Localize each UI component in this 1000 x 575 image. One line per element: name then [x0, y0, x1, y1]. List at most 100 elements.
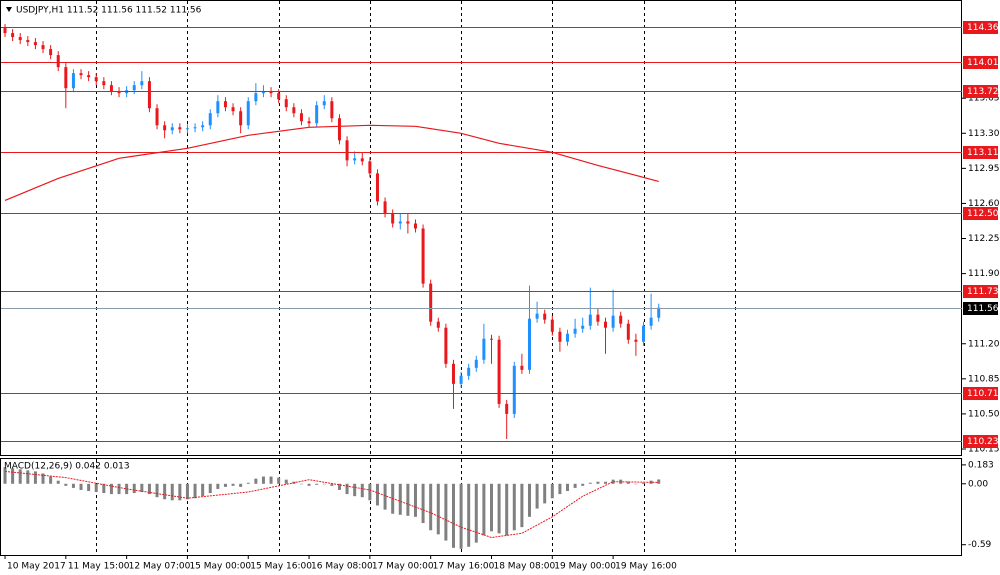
- macd-bar: [558, 483, 562, 495]
- x-tick-label: 16 May 08:00: [311, 562, 373, 572]
- candle-body: [566, 333, 570, 342]
- x-tick-label: 17 May 16:00: [433, 562, 495, 572]
- candle-body: [337, 118, 341, 141]
- candle-body: [444, 327, 448, 364]
- macd-bar: [299, 483, 303, 485]
- macd-bar: [147, 483, 151, 495]
- x-tick-label: 15 May 16:00: [250, 562, 312, 572]
- macd-bar: [315, 483, 319, 485]
- candle-body: [193, 127, 197, 129]
- y-tick-label: 111.20: [968, 339, 1000, 349]
- macd-bar: [18, 469, 22, 484]
- candle-body: [391, 213, 395, 224]
- macd-bar: [512, 483, 516, 531]
- macd-bar: [117, 483, 121, 495]
- candle-body: [201, 125, 205, 128]
- macd-bar: [573, 483, 577, 488]
- last-price-tag: [963, 302, 998, 315]
- macd-bar: [360, 483, 364, 498]
- macd-bar: [596, 481, 600, 484]
- candle-body: [87, 75, 91, 78]
- candle-body: [231, 107, 235, 112]
- macd-bar: [505, 483, 509, 536]
- macd-bar: [201, 483, 205, 497]
- candle-body: [558, 331, 562, 342]
- level-tag: [963, 85, 998, 98]
- macd-bar: [155, 483, 159, 498]
- macd-bar: [132, 483, 136, 494]
- macd-bar: [208, 483, 212, 494]
- y-tick-label: 112.95: [968, 164, 1000, 174]
- candle-body: [94, 77, 98, 82]
- candle-body: [284, 99, 288, 108]
- candle-body: [657, 307, 661, 318]
- macd-bar: [611, 479, 615, 484]
- y-tick-label: -0.59: [968, 540, 992, 550]
- candle-body: [604, 321, 608, 328]
- candle-body: [56, 55, 60, 68]
- macd-bar: [330, 483, 334, 486]
- macd-bar: [375, 483, 379, 506]
- candle-body: [573, 328, 577, 334]
- macd-bar: [79, 483, 83, 490]
- candle-body: [619, 315, 623, 324]
- candle-body: [368, 161, 372, 174]
- chart-title: USDJPY,H1 111.52 111.56 111.52 111.56: [16, 6, 202, 16]
- macd-bar: [56, 480, 60, 484]
- macd-bar: [436, 483, 440, 535]
- candle-body: [543, 313, 547, 320]
- candle-body: [277, 93, 281, 100]
- candle-body: [429, 283, 433, 322]
- macd-bar: [604, 481, 608, 484]
- macd-bar: [566, 483, 570, 492]
- macd-bar: [588, 482, 592, 484]
- macd-bar: [33, 471, 37, 484]
- macd-bar: [102, 483, 106, 494]
- candle-body: [626, 323, 630, 340]
- macd-bar: [398, 483, 402, 515]
- candle-body: [520, 365, 524, 370]
- candle-body: [163, 125, 167, 131]
- candle-body: [383, 201, 387, 214]
- candle-body: [406, 221, 410, 224]
- macd-bar: [520, 483, 524, 528]
- candle-body: [49, 49, 53, 56]
- macd-bar: [178, 483, 182, 501]
- y-tick-label: 111.90: [968, 269, 1000, 279]
- macd-bar: [345, 483, 349, 495]
- candle-body: [588, 314, 592, 326]
- candle-body: [642, 325, 646, 342]
- macd-bar: [550, 483, 554, 499]
- macd-bar: [163, 483, 167, 500]
- candle-body: [611, 315, 615, 328]
- menu-icon[interactable]: [6, 7, 12, 12]
- macd-bar: [49, 476, 53, 484]
- y-tick-label: 112.60: [968, 199, 1000, 209]
- macd-bar: [459, 483, 463, 549]
- level-label: 113.11: [967, 148, 999, 158]
- macd-bar: [254, 478, 258, 484]
- y-tick-label: 113.65: [968, 94, 1000, 104]
- level-label: 113.72: [967, 87, 999, 97]
- candle-body: [292, 107, 296, 114]
- macd-panel: [0, 458, 962, 556]
- candle-body: [170, 127, 174, 131]
- candle-body: [223, 101, 227, 108]
- macd-bar: [634, 483, 638, 485]
- candle-body: [246, 101, 250, 126]
- candle-body: [413, 223, 417, 229]
- candle-body: [3, 28, 7, 34]
- candle-body: [18, 37, 22, 41]
- macd-bar: [109, 483, 113, 495]
- macd-bar: [543, 483, 547, 504]
- macd-bar: [429, 483, 433, 531]
- level-label: 110.23: [967, 437, 999, 447]
- candle-body: [482, 338, 486, 360]
- x-tick-label: 19 May 16:00: [615, 562, 677, 572]
- candle-body: [467, 367, 471, 376]
- macd-bar: [3, 467, 7, 484]
- x-tick-label: 12 May 07:00: [129, 562, 191, 572]
- candle-body: [178, 127, 182, 130]
- x-tick-label: 19 May 00:00: [554, 562, 616, 572]
- y-tick-label: 0.00: [968, 479, 988, 489]
